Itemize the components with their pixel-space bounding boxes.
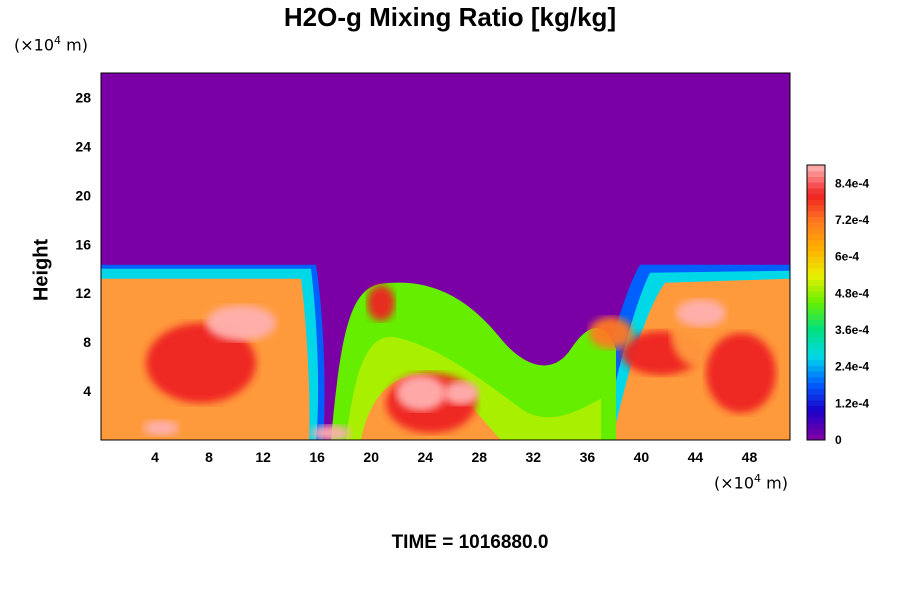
x-tick-label: 40	[634, 449, 650, 465]
eddy-blob	[706, 333, 776, 413]
y-tick-label: 24	[75, 138, 91, 154]
x-tick-label: 12	[255, 449, 271, 465]
colorbar-swatch	[807, 308, 825, 315]
y-tick-label: 20	[75, 187, 91, 203]
eddy-blob	[676, 299, 726, 327]
colorbar-swatch	[807, 422, 825, 430]
colorbar-swatch	[807, 279, 825, 286]
x-tick-label: 36	[580, 449, 596, 465]
colorbar-swatch	[807, 342, 825, 349]
colorbar-swatch	[807, 411, 825, 418]
colorbar-tick-label: 4.8e-4	[835, 286, 869, 300]
colorbar-swatch	[807, 359, 825, 367]
y-tick-labels: 4 8 12 16 20 24 28	[75, 89, 91, 399]
colorbar-swatch	[807, 187, 825, 195]
colorbar-swatch	[807, 268, 825, 275]
moisture-field	[101, 264, 790, 440]
eddy-blob	[443, 381, 479, 405]
colorbar-swatch	[807, 228, 825, 235]
time-label: TIME = 1016880.0	[391, 532, 549, 553]
x-tick-label: 48	[742, 449, 758, 465]
colorbar-swatch	[807, 399, 825, 407]
colorbar: 8.4e-4 7.2e-4 6e-4 4.8e-4 3.6e-4 2.4e-4 1.2e-4…	[806, 164, 869, 447]
y-tick-label: 8	[83, 334, 91, 350]
colorbar-tick-label: 2.4e-4	[835, 360, 869, 374]
x-tick-label: 4	[151, 449, 159, 465]
chart-title: H2O-g Mixing Ratio [kg/kg]	[283, 2, 617, 32]
y-tick-label: 12	[75, 285, 91, 301]
x-tick-label: 28	[471, 449, 487, 465]
colorbar-tick-label: 6e-4	[835, 250, 859, 264]
colorbar-swatch	[807, 388, 825, 395]
colorbar-swatch	[807, 354, 825, 361]
eddy-blob	[143, 420, 179, 436]
colorbar-swatch	[807, 434, 825, 441]
x-tick-label: 24	[417, 449, 433, 465]
colorbar-swatch	[807, 239, 825, 246]
colorbar-swatch	[807, 216, 825, 223]
x-tick-label: 44	[688, 449, 704, 465]
x-tick-label: 32	[526, 449, 542, 465]
colorbar-swatch	[807, 210, 825, 218]
plot-area	[100, 72, 791, 441]
colorbar-swatch	[807, 285, 825, 292]
colorbar-swatch	[807, 336, 825, 344]
colorbar-swatch	[807, 250, 825, 258]
colorbar-swatch	[807, 382, 825, 389]
colorbar-swatch	[807, 291, 825, 298]
x-tick-labels: 4 8 12 16 20 24 28 32 36 40 44 48	[151, 449, 757, 465]
x-tick-label: 8	[205, 449, 213, 465]
colorbar-swatch	[807, 296, 825, 303]
colorbar-tick-label: 8.4e-4	[835, 176, 869, 190]
colorbar-swatch	[807, 233, 825, 240]
eddy-blob	[396, 375, 446, 411]
y-axis-unit: (×104 m)	[14, 34, 88, 55]
colorbar-swatch	[807, 365, 825, 372]
colorbar-swatch	[807, 182, 825, 189]
colorbar-swatch	[807, 394, 825, 401]
colorbar-swatch	[807, 371, 825, 378]
colorbar-swatch	[807, 331, 825, 338]
colorbar-swatch	[807, 165, 825, 172]
colorbar-swatch	[807, 170, 825, 177]
colorbar-swatch	[807, 417, 825, 424]
y-tick-label: 4	[83, 383, 91, 399]
colorbar-swatch	[807, 319, 825, 326]
colorbar-tick-label: 7.2e-4	[835, 213, 869, 227]
colorbar-tick-label: 3.6e-4	[835, 323, 869, 337]
eddy-blob	[367, 285, 395, 321]
colorbar-swatch	[807, 199, 825, 206]
x-axis-unit: (×104 m)	[714, 472, 788, 493]
colorbar-swatch	[807, 222, 825, 229]
colorbar-swatch	[807, 348, 825, 355]
colorbar-swatch	[807, 256, 825, 263]
colorbar-swatch	[807, 205, 825, 212]
colorbar-swatch	[807, 405, 825, 412]
plot-frame	[100, 72, 791, 441]
colorbar-swatch	[807, 245, 825, 252]
x-tick-label: 20	[363, 449, 379, 465]
colorbar-frame	[806, 164, 826, 441]
colorbar-tick-label: 1.2e-4	[835, 396, 869, 410]
colorbar-swatch	[807, 262, 825, 269]
colorbar-swatch	[807, 193, 825, 200]
colorbar-swatch	[807, 313, 825, 321]
y-tick-label: 16	[75, 236, 91, 252]
colorbar-swatch	[807, 325, 825, 332]
colorbar-tick-label: 0	[835, 433, 842, 447]
eddy-blob	[589, 317, 633, 349]
colorbar-swatch	[807, 273, 825, 281]
colorbar-swatch	[807, 376, 825, 384]
y-tick-label: 28	[75, 89, 91, 105]
x-tick-label: 16	[309, 449, 325, 465]
colorbar-swatch	[807, 176, 825, 183]
colorbar-swatch	[807, 302, 825, 309]
eddy-blob	[311, 425, 351, 440]
colorbar-swatch	[807, 428, 825, 435]
eddy-blob	[206, 305, 276, 341]
eddy-blob	[146, 323, 256, 403]
